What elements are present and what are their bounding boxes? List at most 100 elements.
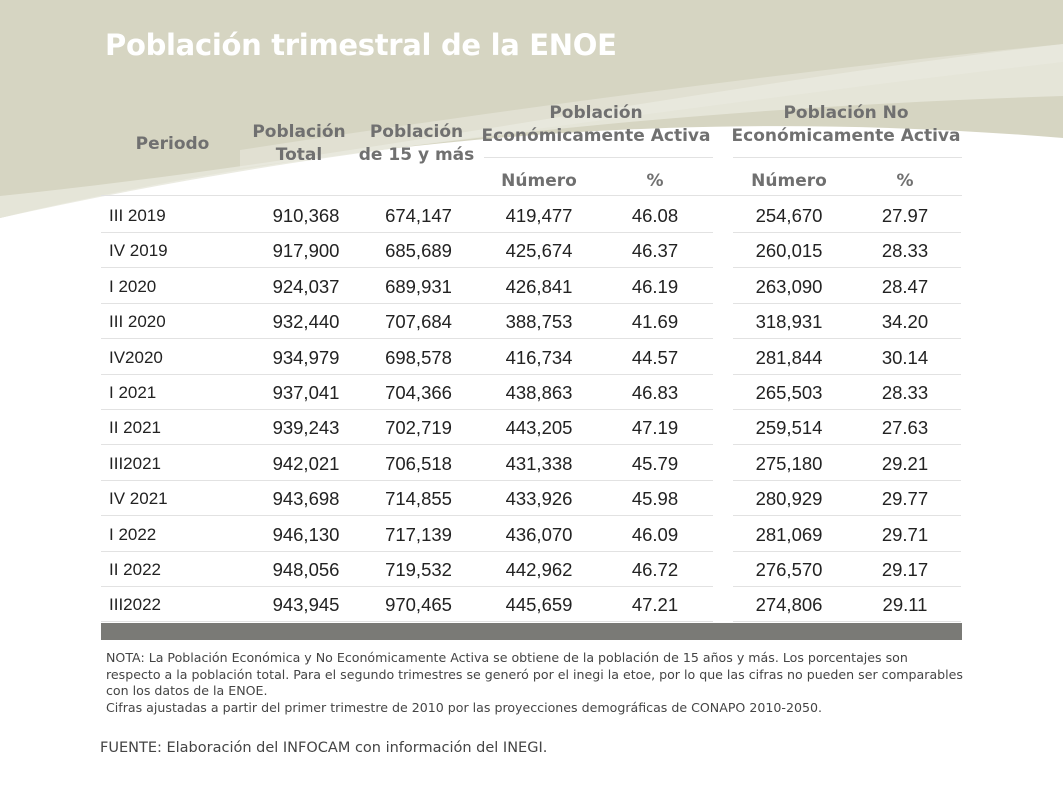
cell-pea-pct: 44.57 [631, 346, 679, 368]
cell-pnea-pct: 27.97 [881, 205, 929, 226]
cell-poblacion-15: 698,578 [385, 346, 452, 368]
row-divider [733, 338, 961, 340]
row-divider [733, 444, 961, 446]
cell-periodo: III 2020 [109, 312, 166, 332]
cell-periodo: I 2021 [109, 383, 157, 402]
table-row: II 2022 948,056 719,532 442,962 46.72 276,570… [101, 552, 961, 587]
row-divider [733, 621, 961, 623]
table-row: I 2021 937,041 704,366 438,863 46.83 265,503 2… [101, 375, 961, 410]
cell-periodo: II 2021 [109, 418, 161, 438]
header-poblacion-15: Población de 15 y más [354, 121, 479, 167]
row-divider [733, 550, 961, 552]
cell-pea-pct: 41.69 [631, 311, 679, 333]
cell-pnea-numero: 260,015 [755, 240, 823, 262]
cell-poblacion-total: 942,021 [272, 452, 340, 474]
row-divider [733, 409, 961, 410]
cell-pnea-pct: 29.71 [881, 523, 929, 545]
row-divider [101, 586, 713, 587]
cell-pea-pct: 47.19 [631, 417, 679, 439]
cell-pnea-numero: 276,570 [755, 559, 823, 580]
row-divider [101, 267, 713, 269]
row-divider [733, 373, 961, 375]
cell-poblacion-total: 939,243 [272, 417, 340, 439]
cell-poblacion-total: 937,041 [272, 382, 340, 403]
table-footer-bar [101, 623, 962, 640]
cell-poblacion-15: 706,518 [385, 452, 452, 474]
row-divider [101, 232, 713, 233]
header-bottom-line [101, 195, 962, 196]
cell-periodo: I 2022 [109, 524, 157, 544]
row-divider [733, 302, 961, 304]
cell-poblacion-15: 685,689 [385, 240, 452, 262]
cell-pnea-pct: 28.47 [881, 275, 929, 297]
cell-pea-numero: 438,863 [505, 382, 573, 403]
cell-pnea-pct: 28.33 [881, 240, 929, 262]
header-pnea-numero: Número [751, 171, 827, 191]
cell-pnea-numero: 281,844 [755, 346, 823, 368]
cell-pea-pct: 45.98 [631, 488, 679, 510]
cell-poblacion-15: 970,465 [385, 594, 452, 616]
cell-pea-pct: 46.37 [631, 240, 679, 262]
row-divider [733, 515, 961, 517]
cell-poblacion-total: 943,945 [272, 594, 340, 616]
table-row: IV2020 934,979 698,578 416,734 44.57 281,844 3… [101, 340, 961, 375]
cell-poblacion-total: 917,900 [272, 240, 340, 262]
header-poblacion-15-line2: de 15 y más [358, 145, 475, 165]
cell-pea-numero: 442,962 [505, 559, 573, 580]
header-periodo: Periodo [135, 134, 210, 154]
cell-poblacion-15: 714,855 [385, 488, 452, 510]
cell-periodo: IV2020 [109, 347, 163, 367]
row-divider [733, 479, 961, 481]
cell-pnea-pct: 29.17 [881, 559, 929, 580]
cell-pnea-pct: 29.11 [882, 594, 928, 616]
row-divider [101, 621, 713, 623]
cell-pea-numero: 436,070 [505, 523, 573, 545]
header-pea-line2: Económicamente Activa [481, 126, 711, 146]
row-divider [101, 373, 713, 375]
cell-periodo: I 2020 [109, 276, 157, 296]
cell-poblacion-total: 910,368 [272, 205, 340, 226]
cell-pea-numero: 445,659 [505, 594, 573, 616]
header-poblacion-total-line2: Total [275, 145, 323, 165]
cell-poblacion-total: 924,037 [272, 275, 340, 297]
cell-pnea-pct: 28.33 [881, 382, 929, 403]
header-pnea-divider [733, 157, 962, 158]
cell-poblacion-15: 702,719 [385, 417, 452, 439]
cell-pnea-numero: 280,929 [755, 488, 823, 510]
row-divider [733, 586, 961, 587]
row-divider [101, 515, 713, 517]
cell-pnea-numero: 281,069 [755, 523, 823, 545]
cell-periodo: III2021 [109, 453, 161, 473]
table-row: III2022 943,945 970,465 445,659 47.21 274,806… [101, 587, 961, 623]
note-line-4: Cifras ajustadas a partir del primer tri… [106, 699, 822, 715]
cell-pnea-numero: 263,090 [755, 275, 823, 297]
cell-pnea-numero: 265,503 [755, 382, 823, 403]
cell-pea-pct: 45.79 [631, 452, 679, 474]
cell-poblacion-15: 717,139 [385, 523, 452, 545]
header-pea-pct: % [646, 171, 664, 191]
header-poblacion-15-line1: Población [369, 122, 464, 142]
cell-poblacion-total: 948,056 [272, 559, 340, 580]
table-row: I 2020 924,037 689,931 426,841 46.19 263,090 2… [101, 269, 961, 304]
header-pnea-line2: Económicamente Activa [731, 126, 961, 146]
cell-pnea-numero: 254,670 [755, 205, 823, 226]
header-pea-divider [484, 157, 713, 158]
cell-pnea-numero: 318,931 [755, 311, 823, 333]
cell-pea-numero: 425,674 [505, 240, 573, 262]
cell-poblacion-total: 934,979 [272, 346, 340, 368]
header-pnea-line1: Población No [783, 103, 909, 123]
header-poblacion-total: Población Total [244, 121, 354, 167]
cell-pnea-pct: 27.63 [881, 417, 929, 439]
cell-pea-pct: 46.09 [631, 523, 679, 545]
cell-pnea-pct: 29.77 [881, 488, 929, 510]
row-divider [101, 338, 713, 340]
cell-poblacion-15: 707,684 [385, 311, 452, 333]
cell-periodo: IV 2019 [109, 241, 168, 261]
cell-pea-numero: 416,734 [505, 346, 573, 368]
note-line-1: NOTA: La Población Económica y No Económ… [106, 650, 908, 665]
header-poblacion-total-line1: Población [252, 122, 346, 142]
source-text: FUENTE: Elaboración del INFOCAM con info… [100, 740, 548, 756]
cell-pea-pct: 46.08 [631, 205, 679, 226]
header-pea-numero: Número [501, 171, 577, 191]
cell-poblacion-15: 719,532 [385, 559, 452, 580]
